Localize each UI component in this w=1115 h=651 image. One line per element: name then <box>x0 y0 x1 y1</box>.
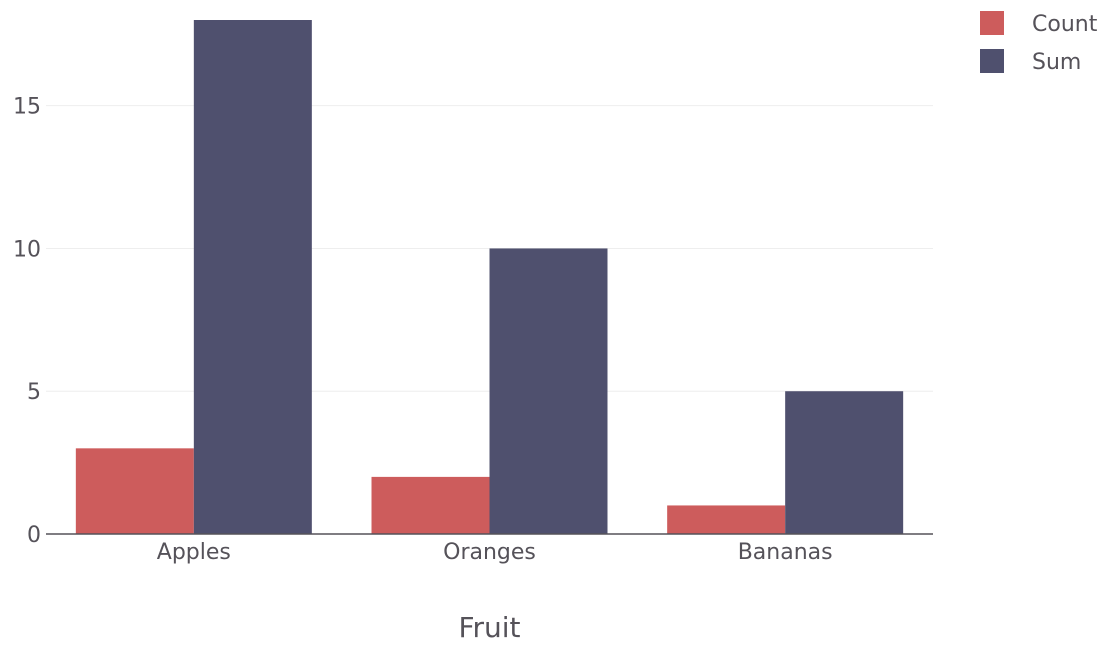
legend-swatch <box>980 11 1004 35</box>
x-tick-label: Oranges <box>443 540 536 565</box>
bar-sum-oranges[interactable] <box>489 248 608 534</box>
bar-count-oranges[interactable] <box>371 476 490 534</box>
y-tick-label: 15 <box>13 95 41 120</box>
y-tick-label: 5 <box>27 380 41 405</box>
x-tick-label: Bananas <box>738 540 833 565</box>
legend-label: Count <box>1032 12 1098 37</box>
bar-sum-apples[interactable] <box>193 20 312 534</box>
bar-count-apples[interactable] <box>75 448 194 534</box>
y-tick-labels: 0 5 10 15 <box>13 95 41 548</box>
y-tick-label: 0 <box>27 523 41 548</box>
y-tick-label: 10 <box>13 237 41 262</box>
legend-swatch <box>980 49 1004 73</box>
bar-sum-bananas[interactable] <box>785 391 904 534</box>
legend-item-count[interactable]: Count <box>980 11 1098 37</box>
x-tick-label: Apples <box>157 540 231 565</box>
x-tick-labels: Apples Oranges Bananas <box>157 540 833 565</box>
bars <box>75 20 904 534</box>
legend-item-sum[interactable]: Sum <box>980 49 1081 75</box>
legend-label: Sum <box>1032 50 1081 75</box>
bar-count-bananas[interactable] <box>667 505 786 534</box>
x-axis-title: Fruit <box>458 611 520 644</box>
legend[interactable]: Count Sum <box>980 11 1098 75</box>
